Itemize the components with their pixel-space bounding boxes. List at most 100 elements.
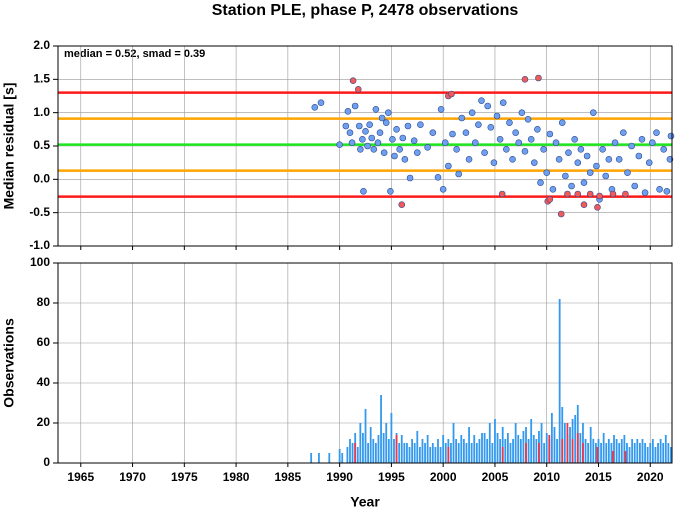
x-tick-label: 2000 — [430, 470, 457, 484]
bar — [596, 447, 599, 463]
bar — [380, 395, 382, 463]
bar — [633, 443, 636, 463]
y-tick-label: -1.0 — [29, 238, 50, 252]
bar — [561, 439, 564, 463]
data-point — [552, 139, 560, 146]
data-point — [586, 169, 594, 176]
bar — [351, 443, 354, 463]
bar — [372, 439, 375, 463]
data-point — [342, 122, 350, 130]
plot-frame — [57, 262, 673, 464]
bar — [532, 435, 535, 463]
y-axis-label: Observations — [1, 318, 17, 408]
bar — [496, 433, 499, 463]
bar — [364, 409, 367, 463]
data-point — [586, 190, 594, 198]
bar — [310, 453, 313, 463]
bar — [626, 443, 628, 463]
data-point — [524, 116, 532, 123]
y-tick-label: 0 — [43, 455, 50, 469]
bar — [400, 435, 403, 463]
data-point — [493, 112, 501, 120]
data-point — [465, 156, 473, 163]
x-tick-label: 1985 — [275, 470, 302, 484]
data-point — [349, 77, 357, 84]
data-point — [580, 201, 588, 208]
data-point — [594, 204, 601, 211]
data-point — [562, 172, 569, 180]
bar — [426, 435, 429, 463]
bar — [444, 443, 447, 463]
data-point — [317, 99, 325, 106]
data-point — [565, 149, 572, 156]
data-point — [484, 102, 491, 110]
data-point — [384, 109, 392, 116]
bar — [377, 435, 380, 463]
data-point — [498, 190, 506, 198]
bar — [390, 413, 393, 463]
bar — [382, 433, 385, 463]
data-point — [666, 156, 674, 163]
bar — [418, 447, 421, 463]
bar — [374, 443, 377, 463]
data-point — [354, 86, 362, 93]
bar — [636, 439, 639, 463]
data-point — [615, 156, 623, 163]
data-point — [521, 148, 529, 155]
bar — [610, 443, 613, 463]
y-tick-label: 0.0 — [33, 172, 50, 186]
bar — [494, 419, 496, 463]
bar — [481, 433, 483, 463]
bar — [576, 433, 579, 463]
data-point — [509, 156, 516, 163]
bar — [517, 435, 520, 463]
bar — [424, 443, 426, 463]
data-point — [558, 119, 566, 126]
bar — [460, 435, 463, 463]
data-point — [593, 162, 600, 170]
bar — [657, 443, 659, 463]
bar — [670, 447, 672, 463]
data-point — [506, 119, 513, 126]
data-point — [530, 159, 538, 166]
bar — [543, 443, 546, 463]
data-point — [590, 109, 597, 116]
data-point — [574, 159, 582, 166]
y-tick-label: 100 — [30, 255, 50, 269]
bar — [540, 423, 543, 463]
data-point — [557, 210, 565, 218]
data-point — [609, 190, 617, 198]
bar — [470, 443, 473, 463]
bar — [367, 443, 370, 463]
bar — [387, 439, 390, 463]
data-point — [555, 156, 563, 163]
bar — [434, 447, 437, 463]
bar — [571, 439, 574, 463]
data-point — [356, 122, 363, 130]
bar — [584, 439, 587, 463]
bar — [566, 423, 569, 463]
data-point — [574, 190, 582, 198]
y-axis-label: Median residual [s] — [1, 83, 17, 210]
data-point — [549, 186, 557, 193]
bar — [563, 423, 566, 463]
data-point — [521, 76, 529, 83]
bar — [457, 443, 460, 463]
data-point — [487, 124, 495, 131]
bar — [662, 443, 665, 463]
data-point — [448, 90, 455, 98]
data-point — [437, 106, 445, 113]
data-point — [628, 142, 635, 150]
bar — [664, 435, 667, 463]
data-point — [391, 152, 398, 160]
data-point — [445, 162, 452, 170]
data-point — [374, 139, 382, 146]
x-tick-label: 2010 — [533, 470, 560, 484]
bar — [442, 435, 445, 463]
x-tick-label: 1980 — [223, 470, 250, 484]
bar — [491, 443, 494, 463]
x-tick-label: 1995 — [378, 470, 405, 484]
bar — [530, 419, 533, 463]
bar — [618, 443, 621, 463]
